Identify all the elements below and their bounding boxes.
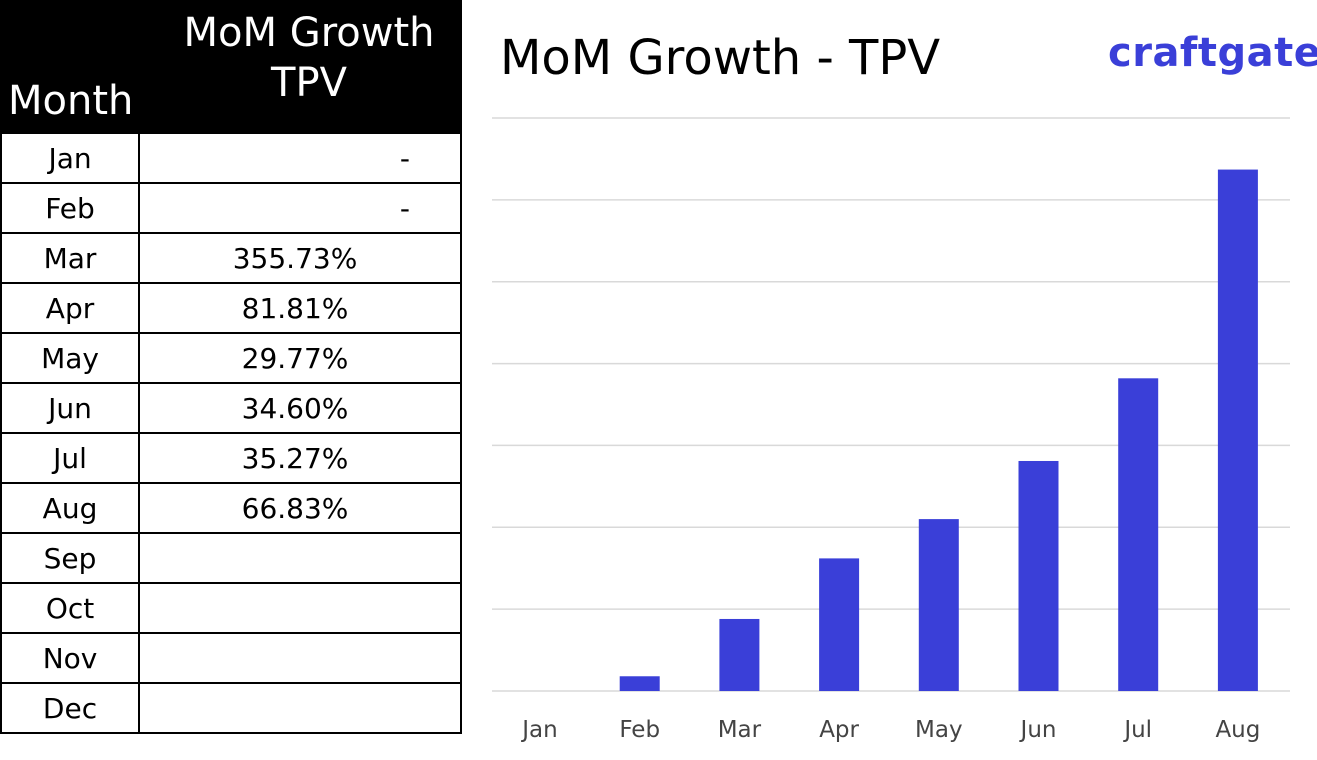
month-cell: Oct [0,582,141,634]
x-tick-labels: Jan Feb Mar Apr May Jun Jul Aug [520,717,1260,743]
header-growth: MoM Growth TPV [156,8,462,108]
x-tick-label: Feb [619,717,660,743]
bar-mar [719,618,760,691]
growth-value-cell [138,582,462,634]
table-header: Month MoM Growth TPV [0,0,462,132]
growth-value-cell: 35.27% [138,432,462,484]
chart-title: MoM Growth - TPV [500,30,941,86]
x-tick-label: May [915,717,963,743]
growth-value-cell [138,632,462,684]
bar-feb [619,676,660,691]
month-cell: Dec [0,682,141,734]
bars [619,169,1258,691]
month-cell: Jun [0,382,141,434]
growth-value-cell: 66.83% [138,482,462,534]
bar-jul [1118,378,1159,691]
month-cell: Feb [0,182,141,234]
table-row: Sep [0,532,462,584]
month-cell: Nov [0,632,141,684]
brand-logo: craftgate [1108,30,1317,76]
table-row: Oct [0,582,462,634]
month-cell: Apr [0,282,141,334]
header-growth-line1: MoM Growth [183,10,435,56]
month-cell: May [0,332,141,384]
growth-value-cell: 81.81% [138,282,462,334]
month-cell: Jul [0,432,141,484]
table-row: Aug 66.83% [0,482,462,534]
month-cell: Mar [0,232,141,284]
grid-lines [492,117,1290,692]
x-tick-label: Jul [1122,717,1152,743]
growth-value-cell [138,682,462,734]
bar-aug [1217,169,1258,691]
month-cell: Aug [0,482,141,534]
header-month: Month [8,78,134,124]
growth-value-cell [138,532,462,584]
bar-jun [1018,460,1059,691]
month-cell: Jan [0,132,141,184]
table-row: Jul 35.27% [0,432,462,484]
x-tick-label: Aug [1215,717,1260,743]
table-row: Mar 355.73% [0,232,462,284]
x-tick-label: Jan [520,717,557,743]
bar-may [918,519,959,691]
table-row: Dec [0,682,462,734]
table-row: Nov [0,632,462,684]
table-row: Feb - [0,182,462,234]
table-body: Jan - Feb - Mar 355.73% Apr 81.81% May 29.77% Jun 3… [0,132,462,734]
table-row: Apr 81.81% [0,282,462,334]
x-tick-label: Jun [1019,717,1057,743]
month-cell: Sep [0,532,141,584]
header-growth-line2: TPV [271,60,347,106]
growth-value-cell: - [138,132,462,184]
x-tick-label: Apr [819,717,859,743]
bar-apr [819,558,860,691]
table-row: Jun 34.60% [0,382,462,434]
growth-value-cell: - [138,182,462,234]
growth-table: Month MoM Growth TPV Jan - Feb - Mar 355.73% A… [0,0,462,760]
growth-value-cell: 34.60% [138,382,462,434]
x-tick-label: Mar [718,717,762,743]
growth-value-cell: 29.77% [138,332,462,384]
table-row: Jan - [0,132,462,184]
table-row: May 29.77% [0,332,462,384]
growth-value-cell: 355.73% [138,232,462,284]
